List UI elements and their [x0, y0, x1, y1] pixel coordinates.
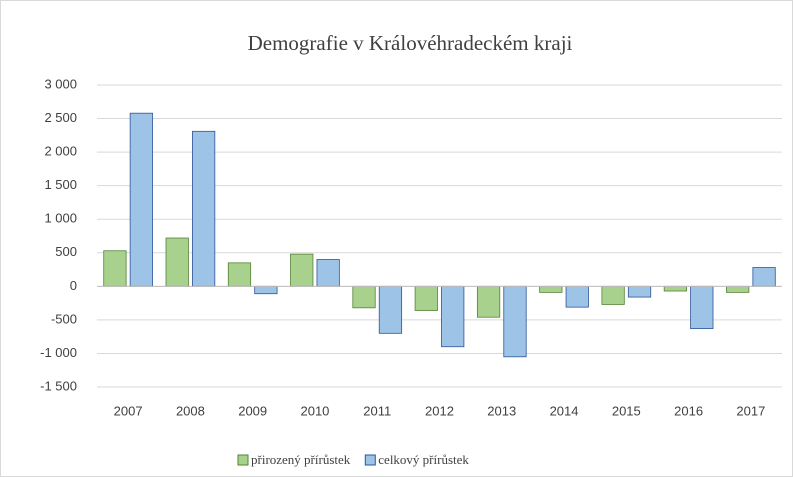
x-tick-label: 2012 — [425, 403, 454, 418]
bar — [378, 285, 403, 334]
x-tick-label: 2007 — [114, 403, 143, 418]
legend-swatch — [364, 454, 376, 466]
bar — [290, 253, 314, 287]
x-tick-label: 2010 — [300, 403, 329, 418]
bar — [752, 267, 776, 287]
x-tick-label: 2013 — [487, 403, 516, 418]
y-tick-label: 3 000 — [44, 76, 77, 91]
y-tick-label: 500 — [55, 244, 77, 259]
bar — [503, 285, 527, 358]
x-tick-label: 2014 — [550, 403, 579, 418]
y-tick-label: -1 000 — [40, 345, 77, 360]
bar — [539, 285, 563, 293]
bar — [663, 285, 687, 292]
bar — [690, 285, 714, 330]
x-tick-label: 2008 — [176, 403, 205, 418]
x-tick-label: 2017 — [736, 403, 765, 418]
bar — [165, 237, 189, 287]
chart-title: Demografie v Královéhradeckém kraji — [248, 31, 573, 55]
x-tick-label: 2016 — [674, 403, 703, 418]
y-tick-label: -1 500 — [40, 378, 77, 393]
bar — [441, 285, 465, 348]
y-tick-label: 2 500 — [44, 110, 77, 125]
legend-label: přirozený přírůstek — [251, 452, 351, 467]
bar — [476, 285, 501, 318]
y-tick-label: 1 500 — [44, 177, 77, 192]
bar — [726, 285, 750, 293]
bar — [254, 285, 278, 295]
bar — [352, 285, 376, 309]
bar — [227, 262, 252, 287]
y-tick-label: 1 000 — [44, 211, 77, 226]
x-tick-label: 2015 — [612, 403, 641, 418]
x-tick-label: 2011 — [363, 403, 391, 418]
bar — [192, 130, 216, 287]
bar — [316, 259, 340, 287]
bar — [103, 250, 127, 287]
y-tick-label: -500 — [51, 311, 77, 326]
bar — [129, 112, 153, 287]
bar — [565, 285, 589, 308]
legend-swatch — [237, 454, 249, 466]
bar — [414, 285, 438, 311]
bar — [627, 285, 652, 298]
bar — [601, 285, 625, 305]
legend-label: celkový přírůstek — [378, 452, 469, 467]
y-tick-label: 2 000 — [44, 144, 77, 159]
x-tick-label: 2009 — [238, 403, 267, 418]
y-tick-label: 0 — [70, 278, 77, 293]
